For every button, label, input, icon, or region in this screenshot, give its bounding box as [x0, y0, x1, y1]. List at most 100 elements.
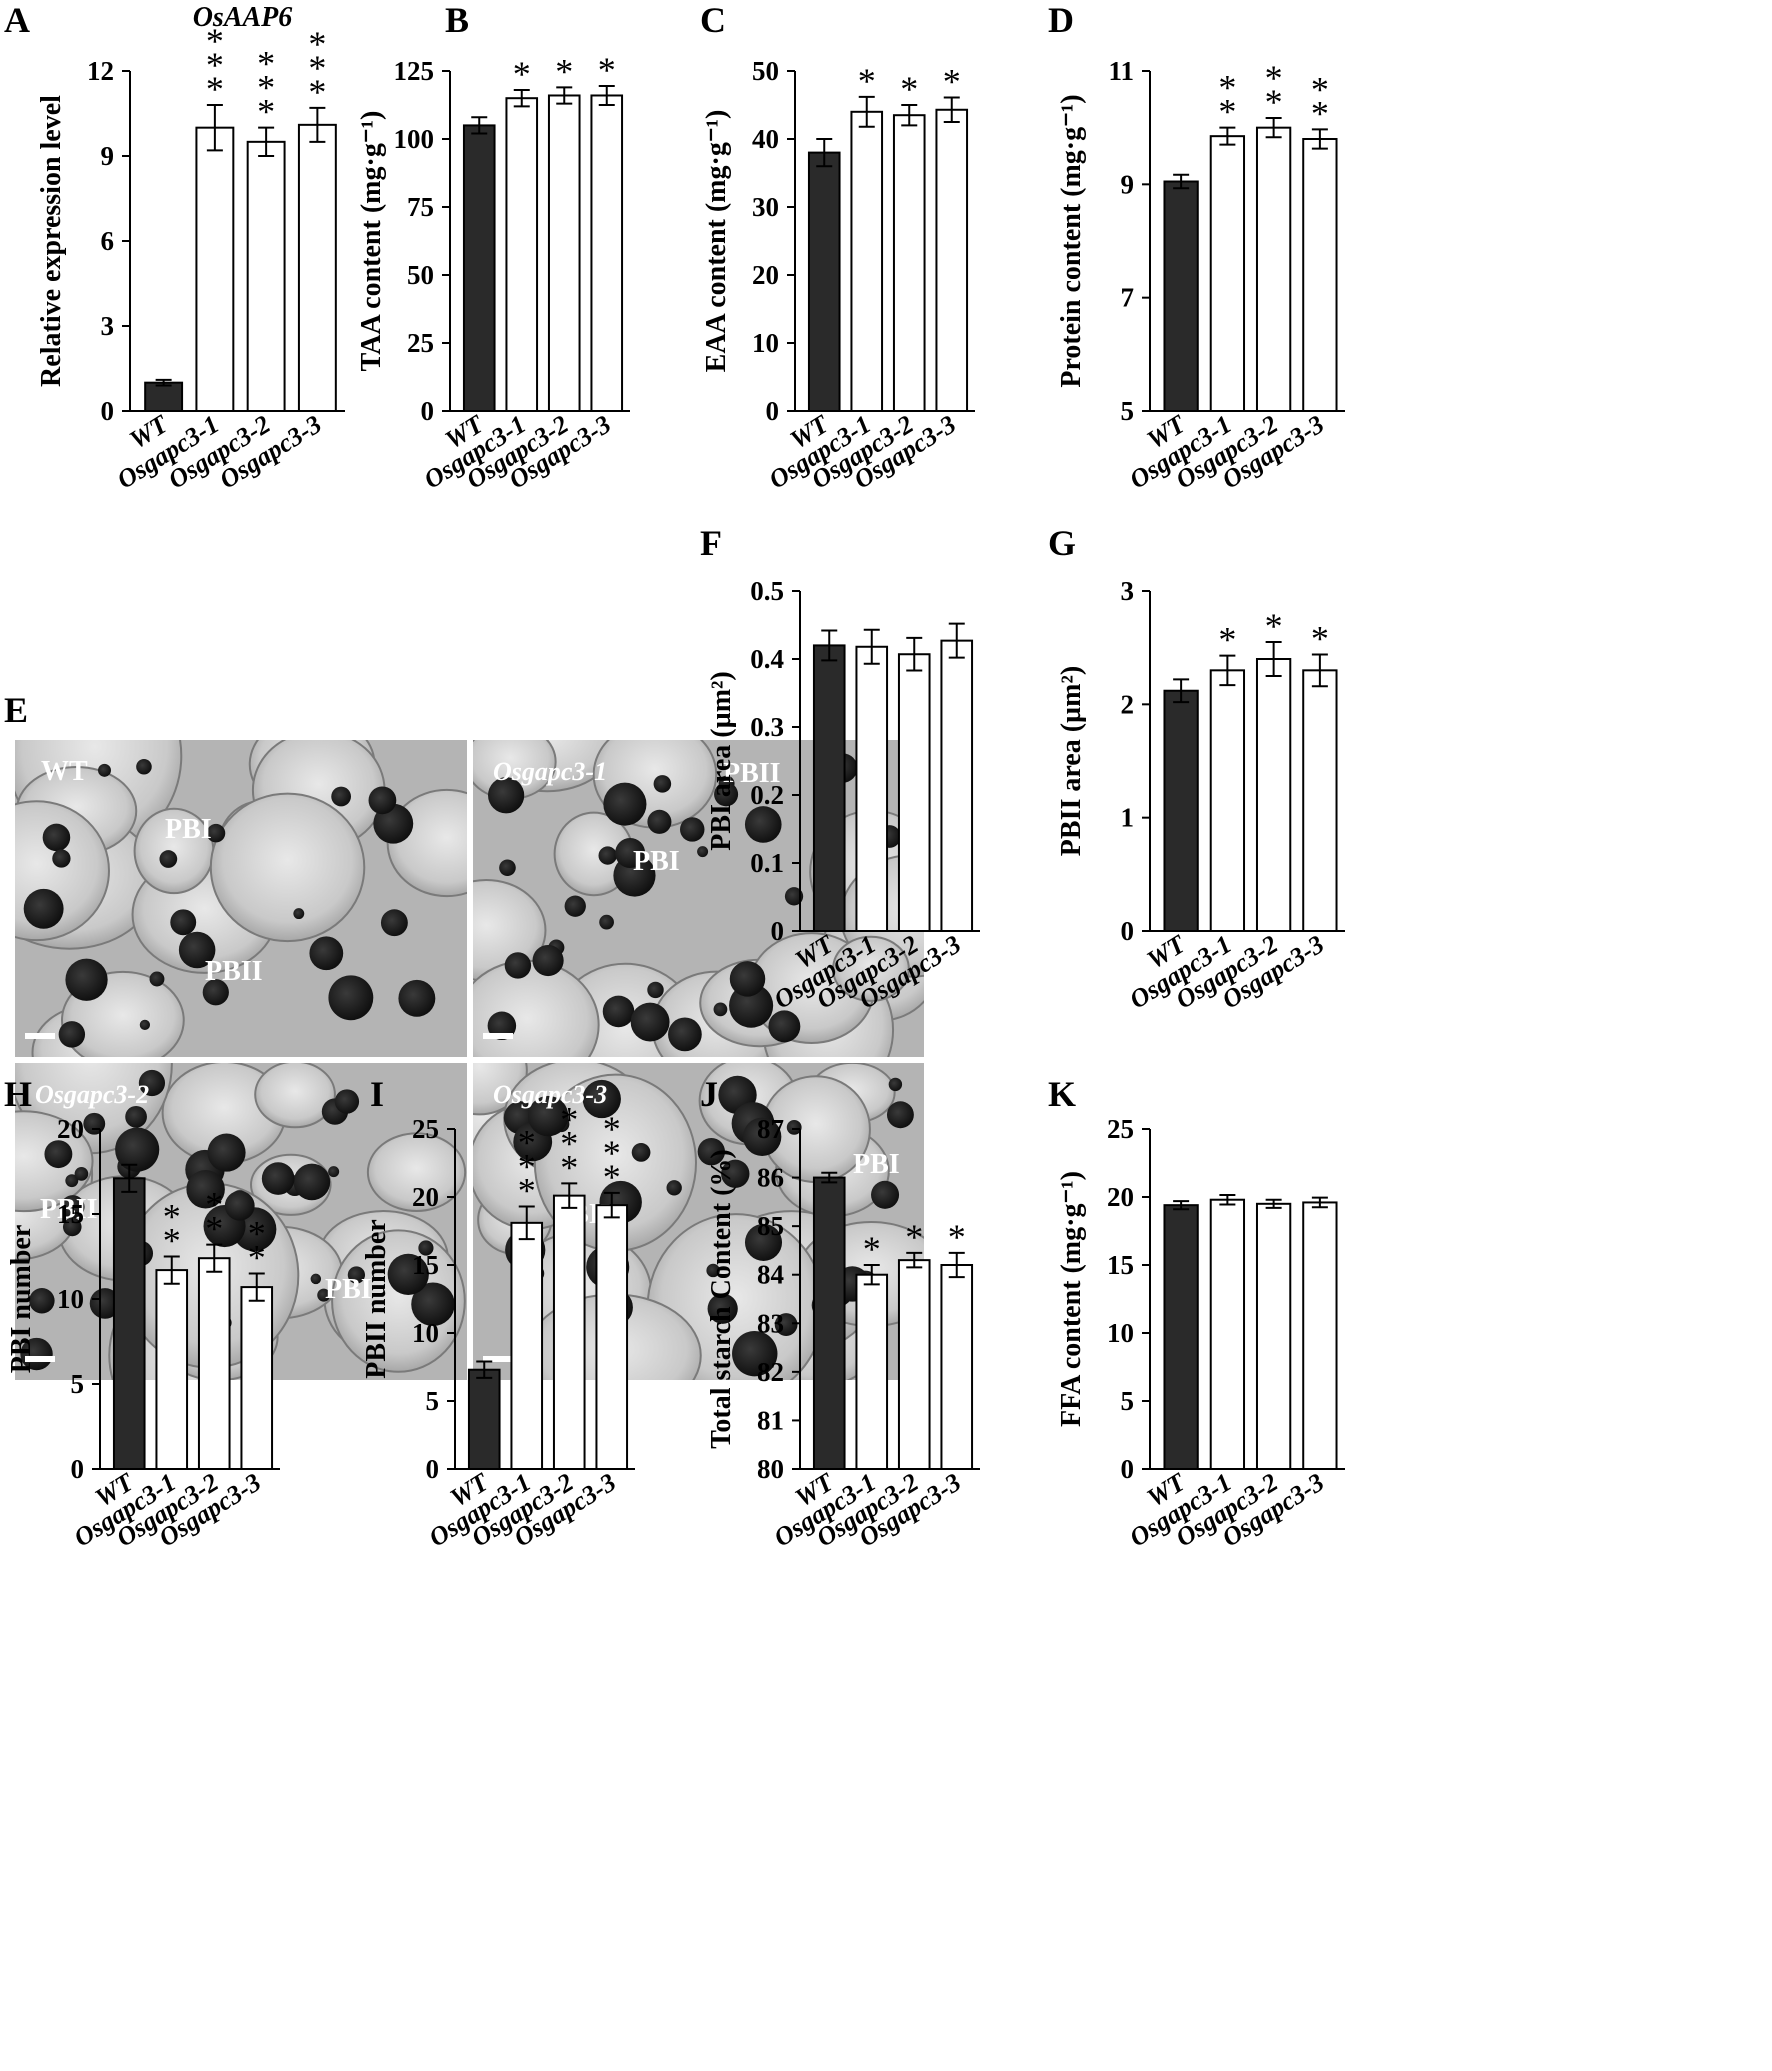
significance-mark: *	[163, 1197, 181, 1237]
significance-mark: *	[598, 50, 616, 90]
y-tick-label: 82	[757, 1357, 784, 1387]
protein-body	[706, 1263, 720, 1278]
bar	[1302, 138, 1338, 412]
bar	[897, 1259, 931, 1470]
protein-body	[768, 1010, 801, 1043]
y-tick-label: 3	[101, 311, 115, 341]
protein-body	[23, 888, 64, 929]
protein-body	[697, 1137, 726, 1166]
protein-body	[44, 1140, 73, 1169]
bar	[246, 140, 286, 412]
protein-body	[729, 961, 766, 997]
bar	[940, 1264, 974, 1470]
significance-mark: *	[257, 44, 275, 84]
bar	[855, 645, 889, 932]
y-tick-label: 84	[757, 1260, 784, 1290]
starch-granule	[473, 1063, 528, 1116]
starch-granule	[254, 1063, 336, 1129]
y-tick-label: 20	[752, 260, 779, 290]
significance-mark: *	[858, 61, 876, 101]
protein-body	[668, 1017, 702, 1052]
protein-body	[599, 914, 614, 930]
protein-body	[744, 806, 782, 843]
y-axis-label: PBI area (µm²)	[706, 671, 737, 851]
starch-granule	[209, 792, 366, 943]
protein-body	[742, 1117, 782, 1156]
micrograph-label: PBII	[205, 956, 263, 987]
protein-body	[886, 1101, 914, 1129]
significance-mark: *	[257, 68, 275, 108]
bar	[1163, 1204, 1199, 1471]
protein-body	[224, 1190, 255, 1221]
y-tick-label: 0.5	[750, 576, 784, 606]
starch-granule	[331, 1229, 466, 1373]
significance-mark: *	[308, 24, 326, 64]
significance-mark: *	[863, 1229, 881, 1269]
protein-body	[680, 817, 705, 842]
panel-letter-d: D	[1048, 0, 1074, 40]
significance-mark: *	[603, 1133, 621, 1173]
micrograph-label: PBI	[325, 1274, 372, 1305]
protein-body	[744, 1223, 783, 1261]
y-axis-label: PBII number	[361, 1219, 392, 1378]
protein-body	[582, 1079, 621, 1119]
y-tick-label: 0	[1121, 916, 1135, 946]
panel-letter-f: F	[700, 523, 722, 563]
protein-body	[647, 981, 664, 999]
protein-body	[647, 809, 672, 834]
y-tick-label: 5	[1121, 1386, 1135, 1416]
y-tick-label: 0	[101, 396, 115, 426]
significance-mark: *	[1265, 606, 1283, 646]
y-tick-label: 20	[57, 1114, 84, 1144]
bar	[807, 151, 841, 412]
bar	[197, 1257, 231, 1470]
significance-mark: *	[1311, 93, 1329, 133]
y-tick-label: 9	[101, 141, 115, 171]
protein-body	[347, 1266, 366, 1284]
protein-body	[532, 944, 564, 977]
scale-bar	[483, 1356, 513, 1362]
protein-body	[564, 895, 586, 917]
protein-body	[418, 1240, 434, 1256]
bar	[510, 1221, 544, 1470]
protein-body	[653, 775, 672, 793]
protein-body	[74, 1167, 89, 1181]
protein-body	[368, 786, 397, 815]
y-axis-label: Total starch Content (%)	[706, 1149, 737, 1448]
y-tick-label: 81	[757, 1405, 784, 1435]
bar	[940, 639, 974, 932]
starch-granule	[366, 1132, 467, 1212]
scale-bar	[25, 1356, 55, 1362]
significance-mark: *	[603, 1157, 621, 1197]
significance-mark: *	[943, 62, 961, 102]
y-tick-label: 100	[394, 124, 435, 154]
bar	[112, 1177, 146, 1471]
protein-body	[666, 1180, 682, 1196]
y-tick-label: 10	[1107, 1318, 1134, 1348]
micrograph-label: PBII	[40, 1194, 98, 1225]
protein-body	[42, 823, 71, 852]
bar	[892, 114, 926, 412]
y-tick-label: 25	[1107, 1114, 1134, 1144]
y-tick-label: 50	[407, 260, 434, 290]
significance-mark: *	[257, 92, 275, 132]
starch-granule	[832, 935, 910, 1002]
bar	[467, 1368, 501, 1470]
bar	[1163, 180, 1199, 412]
significance-mark: *	[948, 1217, 966, 1257]
micrograph-label: PBI	[165, 814, 212, 845]
y-tick-label: 15	[57, 1199, 84, 1229]
bar	[297, 123, 337, 412]
y-axis-label: EAA content (mg·g⁻¹)	[701, 110, 732, 373]
y-tick-label: 20	[412, 1182, 439, 1212]
bar	[1255, 658, 1292, 932]
y-tick-label: 0.2	[750, 780, 784, 810]
y-tick-label: 0	[771, 916, 785, 946]
significance-mark: *	[560, 1123, 578, 1163]
y-tick-label: 20	[1107, 1182, 1134, 1212]
protein-body	[615, 837, 646, 868]
significance-mark: *	[555, 51, 573, 91]
